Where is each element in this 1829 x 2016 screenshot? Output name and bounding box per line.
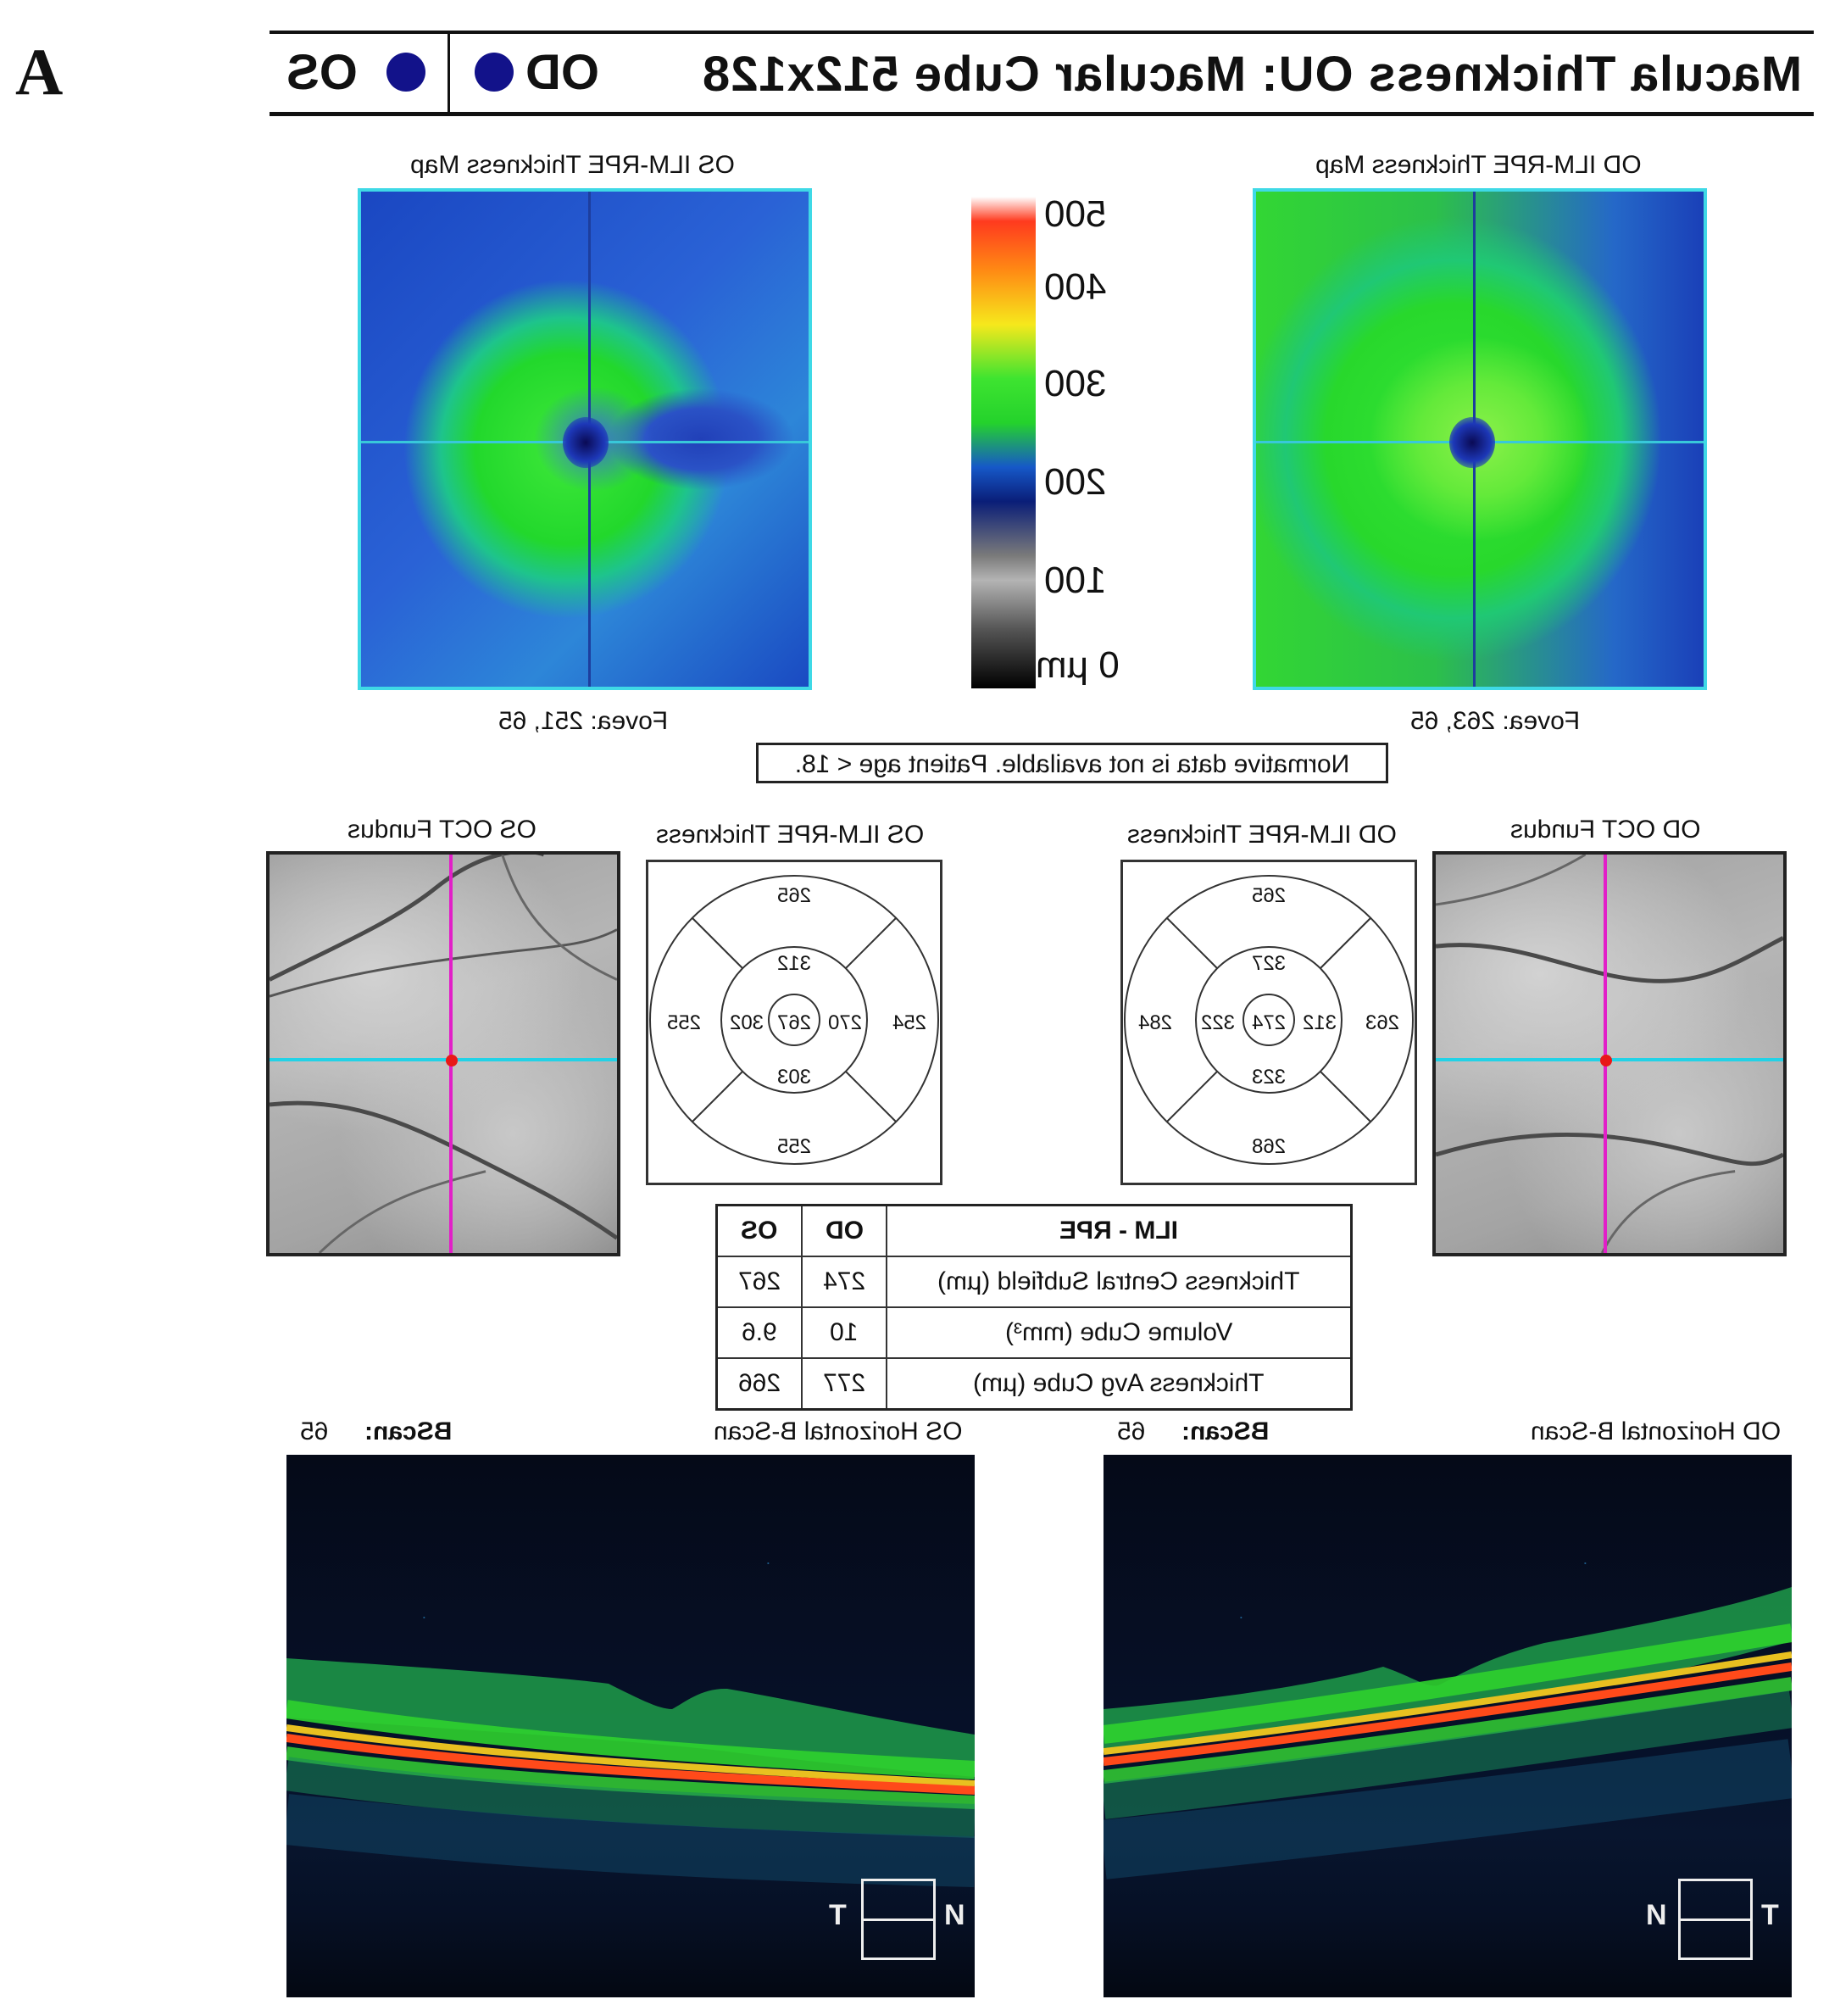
table-row: 266 277 Thickness Avg Cube (µm) bbox=[715, 1357, 1353, 1411]
od-bscan-value: 65 bbox=[1117, 1417, 1146, 1445]
os-fovea-label: Fovea: 251, 65 bbox=[498, 707, 669, 735]
od-outer-nasal-value: 284 bbox=[1138, 1011, 1173, 1034]
od-fovea-label: Fovea: 263, 65 bbox=[1410, 707, 1581, 735]
eye-dot-os-icon bbox=[386, 53, 425, 92]
table-cell: 267 bbox=[715, 1256, 803, 1308]
table-header-od: OD bbox=[801, 1204, 887, 1257]
od-etdrs-grid: 265 327 284 322 274 312 263 323 268 bbox=[1120, 860, 1417, 1185]
colorbar-label-500: 500 bbox=[1044, 193, 1107, 235]
os-bscan-title: OS Horizontal B-Scan bbox=[714, 1417, 963, 1445]
os-outer-nasal-value: 254 bbox=[892, 1011, 927, 1034]
table-header-row: OS OD ILM - RPE bbox=[715, 1204, 1353, 1257]
eye-selector: OS bbox=[270, 34, 450, 112]
thickness-metrics-table: OS OD ILM - RPE 267 274 Thickness Centra… bbox=[715, 1204, 1353, 1411]
os-horizontal-bscan-image: T N bbox=[286, 1455, 975, 1997]
od-oct-fundus-image bbox=[1432, 851, 1787, 1256]
od-thickness-map bbox=[1253, 188, 1707, 690]
colorbar-label-400: 400 bbox=[1044, 266, 1107, 308]
colorbar-label-100: 100 bbox=[1044, 560, 1107, 601]
table-cell: Volume Cube (mm³) bbox=[886, 1306, 1353, 1359]
table-cell: 274 bbox=[801, 1256, 887, 1308]
od-fundus-center-marker bbox=[1600, 1055, 1612, 1066]
os-fundus-vertical-line bbox=[449, 855, 453, 1253]
os-oct-fundus-image bbox=[266, 851, 620, 1256]
os-inner-temporal-value: 302 bbox=[730, 1011, 764, 1034]
od-orientation-box bbox=[1678, 1879, 1753, 1960]
table-cell: 266 bbox=[715, 1357, 803, 1411]
od-horizontal-bscan-image: N T bbox=[1104, 1455, 1792, 1997]
os-inner-nasal-value: 270 bbox=[828, 1011, 863, 1034]
od-etdrs-rings bbox=[1124, 875, 1414, 1165]
od-orientation-label-left: N bbox=[1646, 1899, 1667, 1931]
os-orientation-box bbox=[861, 1879, 936, 1960]
od-orientation-label-right: T bbox=[1761, 1899, 1779, 1931]
os-fundus-title: OS OCT Fundus bbox=[347, 816, 536, 844]
os-center-value: 267 bbox=[777, 1011, 812, 1034]
report-title: Macula Thickness OU: Macular Cube 512x12… bbox=[701, 47, 1802, 102]
os-fundus-horizontal-line bbox=[270, 1058, 617, 1061]
table-row: 267 274 Thickness Central Subfield (µm) bbox=[715, 1256, 1353, 1308]
table-cell: 9.6 bbox=[715, 1306, 803, 1359]
os-etdrs-title: OS ILM-RPE Thickness bbox=[656, 821, 925, 849]
os-outer-inferior-value: 255 bbox=[777, 1135, 812, 1158]
table-cell: Thickness Central Subfield (µm) bbox=[886, 1256, 1353, 1308]
table-header-os: OS bbox=[715, 1204, 803, 1257]
od-outer-temporal-value: 263 bbox=[1365, 1011, 1400, 1034]
colorbar-label-0: 0 µm bbox=[1036, 644, 1120, 686]
os-fovea-pit bbox=[563, 417, 609, 468]
colorbar-label-300: 300 bbox=[1044, 363, 1107, 404]
panel-letter: A bbox=[15, 35, 64, 109]
od-bscan-title: OD Horizontal B-Scan bbox=[1531, 1417, 1782, 1445]
os-bscan-label: BScan: bbox=[364, 1417, 453, 1445]
od-retinal-layers bbox=[1104, 1587, 1792, 1880]
os-retinal-layers bbox=[286, 1658, 975, 1887]
eye-label-od: OD bbox=[525, 45, 599, 100]
os-orientation-label-left: T bbox=[829, 1899, 847, 1931]
os-orientation-label-right: N bbox=[944, 1899, 965, 1931]
normative-note: Normative data is not available. Patient… bbox=[794, 750, 1350, 778]
od-inner-superior-value: 327 bbox=[1252, 952, 1287, 975]
normative-note-box: Normative data is not available. Patient… bbox=[756, 743, 1388, 783]
od-fundus-vertical-line bbox=[1604, 855, 1607, 1253]
os-retinal-vessels bbox=[270, 855, 617, 1253]
od-bscan-label: BScan: bbox=[1181, 1417, 1270, 1445]
od-etdrs-title: OD ILM-RPE Thickness bbox=[1127, 821, 1397, 849]
os-thickness-map bbox=[358, 188, 812, 690]
report-header: Macula Thickness OU: Macular Cube 512x12… bbox=[270, 31, 1814, 116]
table-cell: 277 bbox=[801, 1357, 887, 1411]
od-fovea-pit bbox=[1449, 417, 1495, 468]
thickness-colorbar bbox=[971, 197, 1036, 688]
od-fundus-title: OD OCT Fundus bbox=[1510, 816, 1701, 844]
od-center-value: 274 bbox=[1252, 1011, 1287, 1034]
os-map-title: OS ILM-RPE Thickness Map bbox=[410, 151, 735, 179]
os-inner-superior-value: 312 bbox=[777, 952, 812, 975]
os-bscan-value: 65 bbox=[300, 1417, 329, 1445]
table-row: 9.6 10 Volume Cube (mm³) bbox=[715, 1306, 1353, 1359]
od-retinal-vessels bbox=[1436, 855, 1783, 1253]
od-inner-inferior-value: 323 bbox=[1252, 1066, 1287, 1089]
od-map-title: OD ILM-RPE Thickness Map bbox=[1315, 151, 1642, 179]
od-inner-nasal-value: 322 bbox=[1201, 1011, 1236, 1034]
od-outer-inferior-value: 268 bbox=[1252, 1135, 1287, 1158]
os-etdrs-grid: 265 312 255 302 267 270 254 303 255 bbox=[646, 860, 942, 1185]
eye-label-os: OS bbox=[286, 45, 358, 100]
eye-dot-od-icon bbox=[475, 53, 514, 92]
os-etdrs-rings bbox=[649, 875, 939, 1165]
table-header-ilm-rpe: ILM - RPE bbox=[886, 1204, 1353, 1257]
od-inner-temporal-value: 312 bbox=[1303, 1011, 1337, 1034]
od-outer-superior-value: 265 bbox=[1252, 884, 1287, 907]
table-cell: 10 bbox=[801, 1306, 887, 1359]
colorbar-label-200: 200 bbox=[1044, 461, 1107, 503]
os-outer-superior-value: 265 bbox=[777, 884, 812, 907]
os-inner-inferior-value: 303 bbox=[777, 1066, 812, 1089]
os-fundus-center-marker bbox=[446, 1055, 458, 1066]
table-cell: Thickness Avg Cube (µm) bbox=[886, 1357, 1353, 1411]
os-outer-temporal-value: 255 bbox=[667, 1011, 702, 1034]
